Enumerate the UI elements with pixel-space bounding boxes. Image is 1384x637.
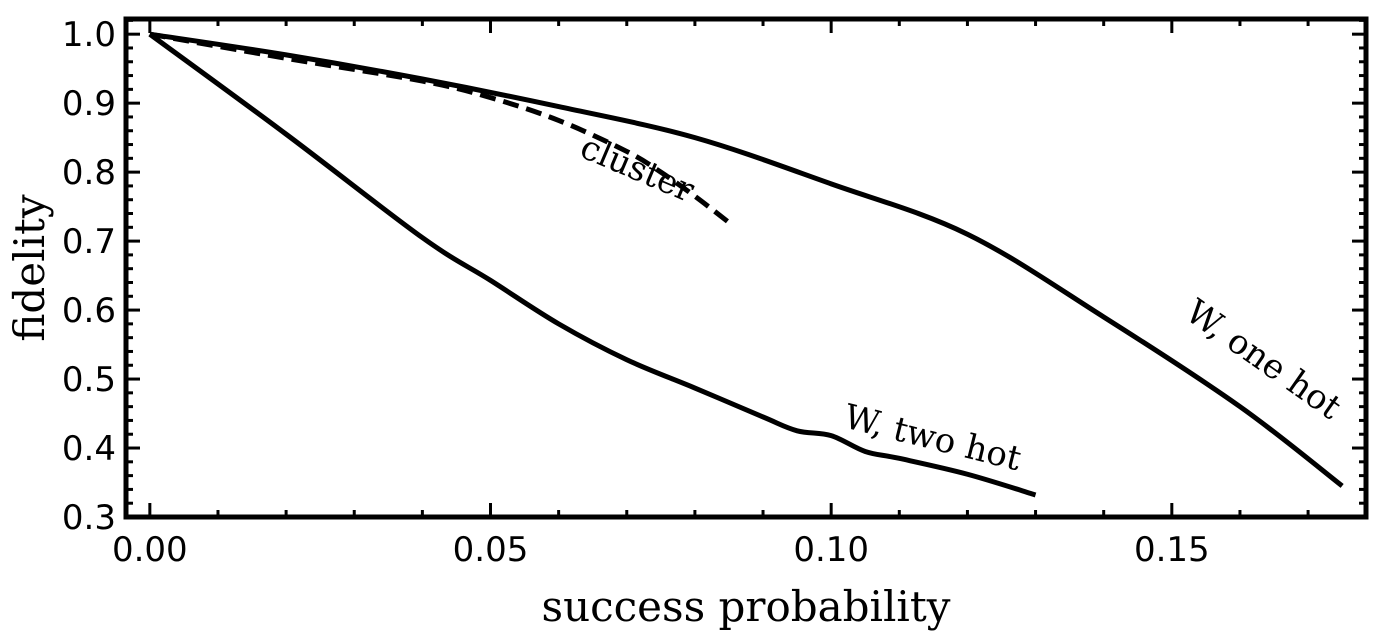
x-tick-label: 0.15 <box>1134 530 1210 570</box>
x-tick-label: 0.05 <box>453 530 529 570</box>
y-tick-label: 0.9 <box>62 84 116 124</box>
x-axis-title: success probability <box>542 582 951 631</box>
series-annotation: cluster <box>574 127 700 211</box>
y-tick-label: 0.5 <box>62 360 116 400</box>
y-ticks: 0.3 0.4 0.5 0.6 0.7 0.8 0.9 1.0 <box>62 15 1366 538</box>
y-tick-label: 0.6 <box>62 291 116 331</box>
x-ticks: 0.00 0.05 0.10 0.15 <box>112 19 1310 570</box>
series-line-w-one-hot <box>149 31 1344 488</box>
series-layer <box>148 31 1344 498</box>
series-line-cluster <box>149 31 731 225</box>
y-tick-label: 0.7 <box>62 222 116 262</box>
y-axis-title: fidelity <box>5 194 54 341</box>
y-tick-label: 0.8 <box>62 153 116 193</box>
y-tick-label: 0.4 <box>62 429 116 469</box>
y-tick-label: 0.3 <box>62 498 116 538</box>
y-tick-label: 1.0 <box>62 15 116 55</box>
series-annotation: W, one hot <box>1178 292 1349 428</box>
x-tick-label: 0.00 <box>112 530 188 570</box>
x-tick-label: 0.10 <box>793 530 869 570</box>
plot-frame <box>123 16 1369 520</box>
series-line-w-two-hot <box>148 32 1037 498</box>
